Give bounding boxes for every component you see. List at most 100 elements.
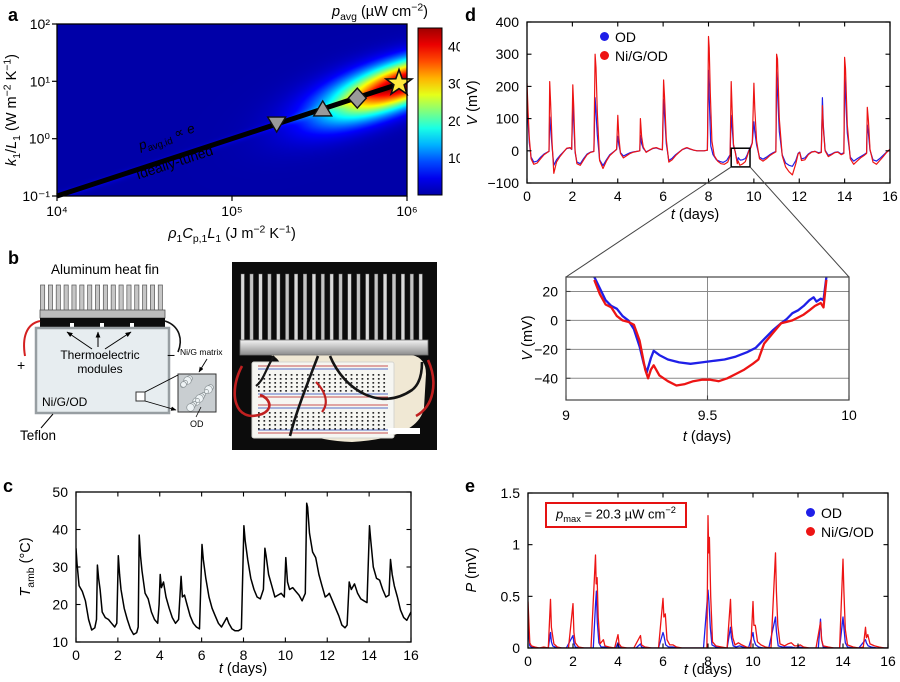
teflon-box xyxy=(34,326,171,415)
svg-text:8: 8 xyxy=(704,653,712,669)
svg-text:10: 10 xyxy=(52,634,68,650)
svg-text:0: 0 xyxy=(72,647,80,663)
legend-d: OD Ni/G/OD xyxy=(600,27,668,65)
svg-text:16: 16 xyxy=(880,653,896,669)
svg-text:16: 16 xyxy=(403,647,419,663)
zoom-line xyxy=(144,374,179,393)
pmax-value: = 20.3 µW cm xyxy=(580,506,666,522)
svg-text:200: 200 xyxy=(496,78,520,94)
photo-breadboard xyxy=(251,361,395,439)
svg-text:6: 6 xyxy=(659,653,667,669)
module-gap xyxy=(70,323,74,328)
legend-item-nigod: Ni/G/OD xyxy=(806,522,874,541)
svg-text:Tamb (°C): Tamb (°C) xyxy=(18,537,37,596)
svg-text:12: 12 xyxy=(319,647,335,663)
module-gap xyxy=(130,323,134,328)
svg-text:10⁵: 10⁵ xyxy=(221,203,242,219)
svg-text:0: 0 xyxy=(512,640,520,656)
label-modules: modules xyxy=(77,362,122,376)
svg-text:4: 4 xyxy=(614,653,622,669)
label-teflon: Teflon xyxy=(20,428,56,443)
od-particles xyxy=(180,375,214,412)
pmax-exponent: −2 xyxy=(665,505,676,515)
svg-text:1.5: 1.5 xyxy=(501,485,521,501)
label-plus: + xyxy=(17,357,25,373)
panel-label-e: e xyxy=(465,476,476,496)
svg-text:10: 10 xyxy=(278,647,294,663)
svg-text:20: 20 xyxy=(448,113,460,129)
svg-text:300: 300 xyxy=(496,46,520,62)
svg-text:10: 10 xyxy=(841,407,857,423)
legend-item-nigod: Ni/G/OD xyxy=(600,46,668,65)
legend-label-nigod: Ni/G/OD xyxy=(821,523,874,540)
sample-square xyxy=(135,391,146,402)
photo-red-wire-right xyxy=(415,359,435,418)
svg-text:V (mV): V (mV) xyxy=(520,315,536,360)
svg-text:10: 10 xyxy=(746,188,762,204)
svg-text:40: 40 xyxy=(448,39,460,55)
label-nig-matrix: Ni/G matrix xyxy=(180,347,223,357)
svg-text:400: 400 xyxy=(496,14,520,30)
svg-text:0: 0 xyxy=(524,653,532,669)
svg-text:0: 0 xyxy=(523,188,531,204)
panel-e-plot: 0 2 4 6 8 10 12 14 16 0 0.5 1 1.5 t (days) P (mV) xyxy=(464,485,896,678)
zoom-line-arrow xyxy=(144,400,177,411)
svg-text:9: 9 xyxy=(562,407,570,423)
photo-heatsink-pins xyxy=(240,273,423,342)
legend-e: OD Ni/G/OD xyxy=(806,503,874,541)
svg-text:0: 0 xyxy=(511,143,519,159)
svg-text:2: 2 xyxy=(568,188,576,204)
svg-text:ρ1Cp,1L1 (J m−2 K−1): ρ1Cp,1L1 (J m−2 K−1) xyxy=(167,224,296,245)
svg-text:20: 20 xyxy=(52,597,68,613)
label-minus: − xyxy=(167,347,175,363)
svg-text:9.5: 9.5 xyxy=(698,407,718,423)
photo-red-wire-left xyxy=(233,365,271,418)
nigod-marker xyxy=(600,51,609,60)
label-aluminum-heat-fin: Aluminum heat fin xyxy=(51,262,159,277)
panel-label-c: c xyxy=(3,476,14,496)
pmax-symbol: p xyxy=(556,506,564,522)
svg-text:30: 30 xyxy=(448,76,460,92)
svg-text:t (days): t (days) xyxy=(219,661,267,677)
legend-label-nigod: Ni/G/OD xyxy=(615,47,668,64)
svg-text:1: 1 xyxy=(512,537,520,553)
panel-b-photo xyxy=(232,262,437,450)
svg-text:12: 12 xyxy=(791,188,807,204)
svg-text:16: 16 xyxy=(882,188,898,204)
legend-item-od: OD xyxy=(600,27,668,46)
svg-text:100: 100 xyxy=(496,111,520,127)
module-arrow xyxy=(104,331,132,350)
photo-scale-bar xyxy=(388,428,420,434)
photo-black-wire-1 xyxy=(288,355,320,437)
svg-text:10⁻¹: 10⁻¹ xyxy=(22,188,50,204)
svg-text:P (mV): P (mV) xyxy=(464,547,480,592)
photo-black-wire-2 xyxy=(328,355,424,401)
svg-text:8: 8 xyxy=(705,188,713,204)
svg-text:2: 2 xyxy=(569,653,577,669)
legend-label-od: OD xyxy=(821,504,842,521)
od-pointer xyxy=(195,406,202,418)
photo-heatsink-base xyxy=(239,339,429,356)
svg-text:t (days): t (days) xyxy=(684,662,732,678)
matrix-arrow xyxy=(198,358,208,373)
panel-label-b: b xyxy=(8,248,19,268)
pmax-annotation: pmax = 20.3 µW cm−2 xyxy=(545,502,687,528)
svg-text:50: 50 xyxy=(52,484,68,500)
svg-text:10: 10 xyxy=(448,150,460,166)
svg-text:10⁰: 10⁰ xyxy=(29,131,51,147)
svg-text:4: 4 xyxy=(614,188,622,204)
svg-text:40: 40 xyxy=(52,522,68,538)
heatmap-canvas xyxy=(57,24,407,196)
svg-text:14: 14 xyxy=(837,188,853,204)
svg-text:30: 30 xyxy=(52,559,68,575)
svg-text:t (days): t (days) xyxy=(671,207,719,223)
heat-fin-base xyxy=(39,309,166,319)
svg-text:0: 0 xyxy=(550,312,558,328)
photo-black-wire-3 xyxy=(255,355,275,387)
svg-text:pavg (µW cm−2): pavg (µW cm−2) xyxy=(331,2,428,23)
panel-b-diagram: Aluminum heat fin Thermoelectric modules… xyxy=(17,262,223,443)
nigod-marker xyxy=(806,527,815,536)
module-arrow xyxy=(66,331,93,350)
